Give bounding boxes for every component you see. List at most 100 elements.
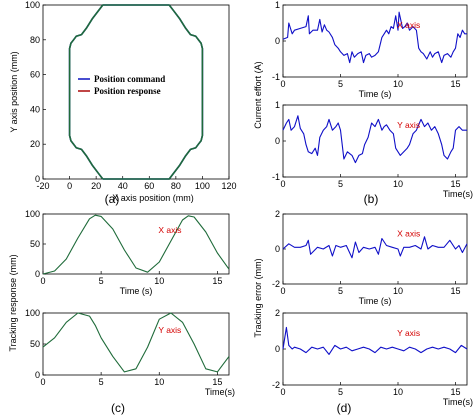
y-tick-label: -2	[272, 279, 280, 289]
y-tick-label: 0	[275, 136, 280, 146]
legend-label-command: Position command	[94, 74, 165, 84]
y-tick-label: 100	[25, 0, 40, 10]
y-tick-label: 100	[25, 209, 40, 219]
axes-frame	[282, 213, 468, 285]
x-tick-label: -20	[36, 181, 49, 191]
y-tick-label: 0	[35, 174, 40, 184]
legend: Position command Position response	[78, 74, 165, 96]
panel-label: (a)	[105, 192, 120, 206]
y-tick-label: 100	[25, 308, 40, 318]
x-axis-label: Time (s)	[120, 286, 153, 296]
y-axis-label: Y axis position (mm)	[9, 51, 19, 132]
series-annotation: X axis	[397, 20, 420, 30]
series-annotation: Y axis	[397, 120, 420, 130]
x-tick-label: 10	[393, 79, 403, 89]
x-axis-label: Time(s)	[443, 397, 473, 407]
series-line	[282, 115, 467, 164]
series-line	[68, 4, 204, 180]
y-tick-label: 0	[35, 269, 40, 279]
series-line	[282, 326, 468, 355]
y-tick-label: 0	[275, 36, 280, 46]
y-tick-label: 60	[30, 70, 40, 80]
x-tick-label: 0	[280, 79, 285, 89]
axes-frame	[282, 104, 468, 178]
axes-frame	[42, 312, 230, 376]
y-tick-label: 40	[30, 104, 40, 114]
series-line	[42, 312, 230, 373]
x-axis-label: Time(s)	[443, 189, 473, 199]
series-annotation: Y axis	[397, 328, 420, 338]
series-line	[282, 236, 468, 259]
panel-label: (d)	[337, 401, 352, 415]
y-axis-label: Current effort (A)	[253, 61, 263, 128]
x-tick-label: 10	[393, 387, 403, 397]
x-tick-label: 15	[450, 286, 460, 296]
x-tick-label: 5	[338, 387, 343, 397]
x-tick-label: 5	[338, 179, 343, 189]
y-tick-label: 50	[30, 339, 40, 349]
y-tick-label: -1	[272, 72, 280, 82]
y-tick-label: 1	[275, 100, 280, 110]
y-tick-label: -2	[272, 380, 280, 390]
x-axis-label: X axis position (mm)	[112, 193, 194, 203]
x-tick-label: 100	[195, 181, 210, 191]
panel-label: (b)	[364, 192, 379, 206]
x-tick-label: 5	[338, 286, 343, 296]
x-tick-label: 10	[393, 286, 403, 296]
y-tick-label: 0	[35, 370, 40, 380]
x-tick-label: 0	[280, 387, 285, 397]
series-annotation: X axis	[397, 228, 420, 238]
x-tick-label: 0	[40, 276, 45, 286]
x-tick-label: 20	[91, 181, 101, 191]
x-tick-label: 0	[40, 377, 45, 387]
y-tick-label: 1	[275, 0, 280, 10]
y-tick-label: 80	[30, 35, 40, 45]
x-tick-label: 0	[67, 181, 72, 191]
x-tick-label: 80	[171, 181, 181, 191]
x-tick-label: 5	[99, 377, 104, 387]
legend-label-response: Position response	[94, 86, 161, 96]
y-tick-label: 2	[275, 209, 280, 219]
x-axis-label: Time(s)	[205, 387, 235, 397]
x-axis-label: Time (s)	[359, 89, 392, 99]
x-axis-label: Time (s)	[359, 296, 392, 306]
x-tick-label: 5	[99, 276, 104, 286]
chart-c_top: 0 5 10 15 0 50 100 X axis Time (s)	[25, 209, 230, 296]
series-line	[282, 11, 467, 64]
x-tick-label: 5	[338, 79, 343, 89]
series-annotation: Y axis	[158, 325, 181, 335]
x-tick-label: 15	[450, 387, 460, 397]
x-tick-label: 15	[212, 377, 222, 387]
x-tick-label: 15	[450, 179, 460, 189]
y-tick-label: 20	[30, 139, 40, 149]
y-tick-label: 50	[30, 239, 40, 249]
x-tick-label: 10	[393, 179, 403, 189]
y-tick-label: 0	[275, 244, 280, 254]
y-tick-label: -1	[272, 172, 280, 182]
x-tick-label: 15	[212, 276, 222, 286]
x-tick-label: 10	[154, 276, 164, 286]
x-tick-label: 15	[450, 79, 460, 89]
panel-label: (c)	[111, 401, 125, 415]
y-axis-label: Tracking response (mm)	[8, 254, 18, 351]
x-tick-label: 0	[280, 179, 285, 189]
axes-frame	[282, 4, 468, 78]
x-tick-label: 0	[280, 286, 285, 296]
series-line	[42, 214, 230, 275]
x-tick-label: 40	[118, 181, 128, 191]
axes-frame	[42, 213, 230, 275]
x-tick-label: 60	[144, 181, 154, 191]
y-axis-label: Tracking error (mm)	[253, 258, 263, 337]
series-annotation: X axis	[158, 225, 181, 235]
x-tick-label: 10	[154, 377, 164, 387]
x-tick-label: 120	[221, 181, 236, 191]
y-tick-label: 0	[275, 344, 280, 354]
y-tick-label: 2	[275, 308, 280, 318]
